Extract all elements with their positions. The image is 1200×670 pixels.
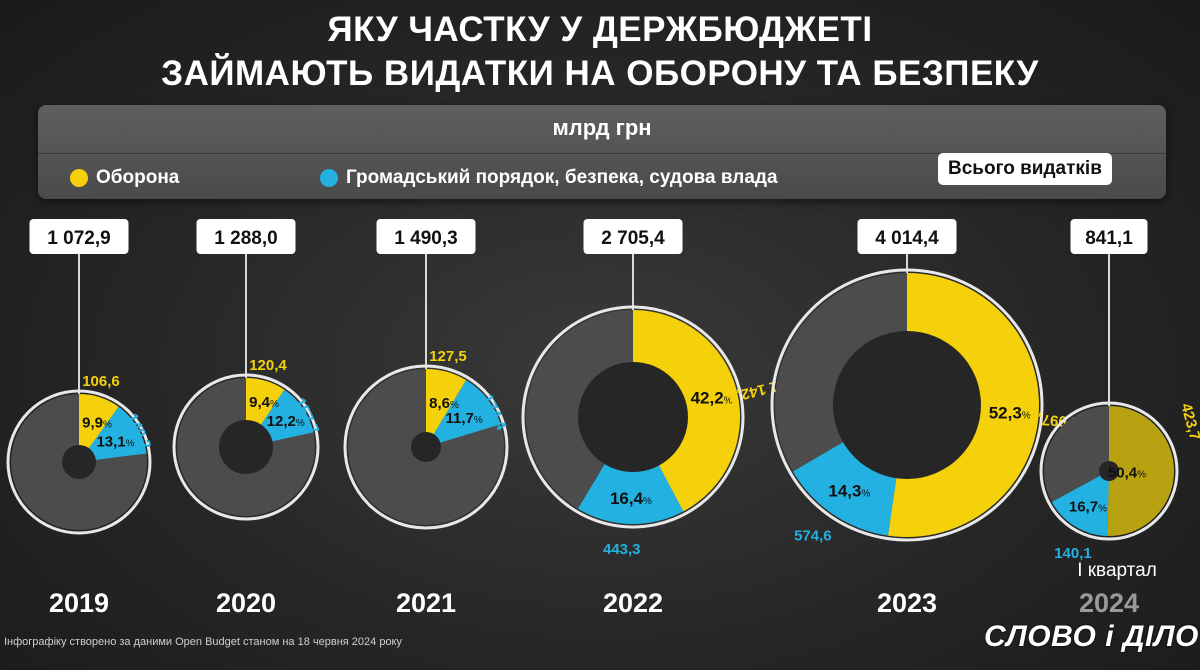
security-slice: [79, 406, 147, 462]
security-slice: [1051, 471, 1109, 536]
security-slice: [426, 380, 501, 447]
total-value-label: 4 014,4: [875, 228, 939, 249]
security-pct-label: 13,1%: [96, 433, 134, 450]
security-value-label: 140,1: [1054, 545, 1092, 562]
total-box: [583, 219, 683, 254]
donut-hole: [578, 362, 688, 472]
total-box: [857, 219, 957, 254]
defense-value-label: 127,5: [429, 348, 467, 365]
legend-label-security: Громадський порядок, безпека, судова вла…: [346, 167, 778, 188]
defense-value-label: 106,6: [82, 373, 120, 390]
total-box: [29, 219, 129, 254]
defense-slice: [1107, 406, 1174, 536]
security-pct-label: 14,3%: [828, 481, 870, 500]
defense-slice: [426, 369, 467, 447]
donut-hole: [833, 331, 981, 479]
total-value-label: 1 072,9: [47, 228, 110, 249]
donut-outline: [6, 389, 152, 535]
defense-pct-label: 42,2%: [691, 388, 733, 407]
year-label: 2024: [1079, 588, 1139, 618]
total-box: [196, 219, 296, 254]
legend-dot-security: [320, 169, 338, 187]
chart-title-line1: ЯКУ ЧАСТКУ У ДЕРЖБЮДЖЕТІ: [327, 10, 873, 49]
legend-panel: млрд грн Оборона Громадський порядок, бе…: [38, 105, 1166, 199]
defense-value-label: 120,4: [249, 357, 287, 374]
year-label: 2021: [396, 588, 456, 618]
security-value-label: 443,3: [603, 541, 641, 558]
total-value-label: 1 288,0: [214, 228, 277, 249]
period-note: I квартал: [1077, 560, 1157, 581]
defense-pct-label: 52,3%: [989, 403, 1031, 422]
donut-outline: [521, 305, 745, 529]
defense-pct-label: 9,9%: [82, 415, 112, 432]
defense-pct-label: 8,6%: [429, 395, 459, 412]
legend-item-defense: Оборона: [70, 167, 179, 189]
year-label: 2019: [49, 588, 109, 618]
defense-value-label: 423,7: [1177, 402, 1200, 443]
legend-dot-defense: [70, 169, 88, 187]
security-value-label: 574,6: [794, 528, 832, 545]
defense-slice: [79, 394, 119, 462]
donut-hole: [411, 432, 441, 462]
donut-outline: [343, 364, 509, 530]
total-box: [376, 219, 476, 254]
chart-title: ЯКУ ЧАСТКУ У ДЕРЖБЮДЖЕТІ ЗАЙМАЮТЬ ВИДАТК…: [0, 8, 1200, 96]
donut-hole: [219, 420, 273, 474]
security-pct-label: 16,4%: [610, 489, 652, 508]
total-value-label: 841,1: [1085, 228, 1133, 249]
donut-outline: [1039, 401, 1179, 541]
donut-hole: [62, 445, 96, 479]
chart-title-line2: ЗАЙМАЮТЬ ВИДАТКИ НА ОБОРОНУ ТА БЕЗПЕКУ: [161, 54, 1039, 93]
brand-logo: СЛОВО і ДІЛО: [984, 620, 1199, 653]
security-pct-label: 11,7%: [445, 410, 482, 427]
donut-outline: [172, 373, 320, 521]
total-value-label: 2 705,4: [601, 228, 665, 249]
legend-item-security: Громадський порядок, безпека, судова вла…: [320, 167, 778, 189]
total-box: [1070, 219, 1148, 254]
year-label: 2022: [603, 588, 663, 618]
security-pct-label: 12,2%: [267, 413, 305, 430]
legend-label-total: Всього видатків: [938, 153, 1112, 185]
panel-divider: [38, 153, 1166, 154]
source-footnote: Інфографіку створено за даними Open Budg…: [4, 636, 402, 648]
defense-pct-label: 9,4%: [249, 394, 279, 411]
year-label: 2023: [877, 588, 937, 618]
total-value-label: 1 490,3: [394, 228, 457, 249]
security-pct-label: 16,7%: [1069, 498, 1107, 515]
year-label: 2020: [216, 588, 276, 618]
defense-pct-label: 50,4%: [1108, 464, 1146, 481]
donut-hole: [1099, 461, 1119, 481]
donut-outline: [770, 268, 1044, 542]
legend-label-defense: Оборона: [96, 167, 180, 188]
unit-label: млрд грн: [552, 115, 652, 140]
donut-2024: 50,4%16,7% 423,7 140,1 841,1 2024 I квартал: [1039, 219, 1200, 618]
